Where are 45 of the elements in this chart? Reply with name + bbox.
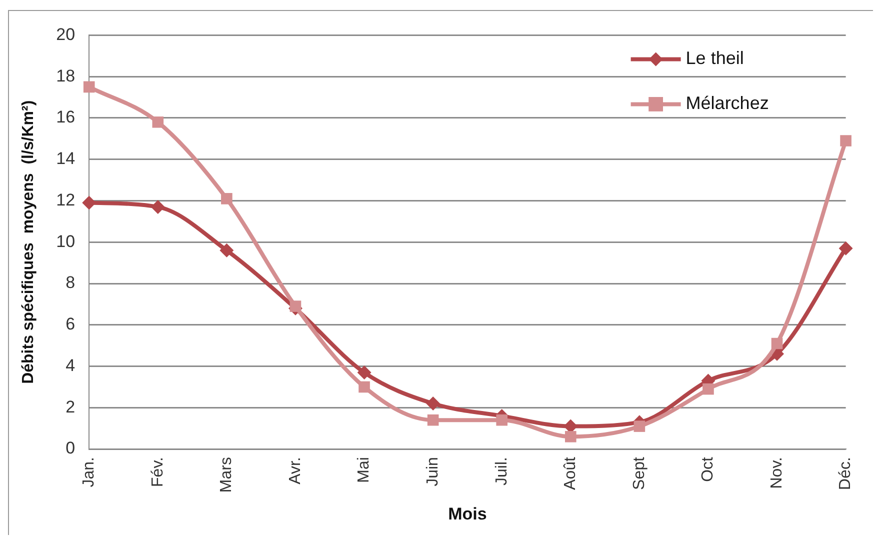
point [357,365,372,380]
y-tick-label: 14 [56,149,76,168]
point [82,196,96,210]
x-tick-label: Juin [424,457,442,486]
x-tick-label: Mars [218,457,236,493]
x-tick-label: Mai [356,457,373,483]
x-tick-label: Jan. [80,457,98,488]
y-tick-label: 16 [56,108,76,127]
legend-label: Le theil [686,48,744,68]
legend-label: Mélarchez [686,93,769,114]
point [83,81,95,93]
point [152,116,164,128]
point [840,135,852,146]
x-tick-label: Avr. [286,457,304,484]
point [150,200,165,214]
point [702,383,714,395]
y-tick-label: 10 [56,232,76,251]
point [634,420,646,432]
point [358,381,370,393]
y-tick-label: 6 [66,314,76,334]
x-axis-title: Mois [448,504,487,524]
y-tick-label: 0 [66,438,76,458]
x-tick-label: Sept [630,456,648,490]
y-tick-label: 4 [66,356,76,375]
x-tick-label: Déc. [837,457,854,490]
y-tick-label: 2 [66,397,76,416]
y-tick-label: 8 [66,273,76,292]
point [427,414,439,426]
point [771,338,783,350]
y-tick-label: 18 [56,66,76,86]
point [426,396,440,411]
point [564,430,576,442]
point [838,241,853,256]
x-tick-label: Fév. [149,457,166,487]
x-tick-label: Nov. [768,457,786,489]
y-axis-title: Débits spécifiques moyens (l/s/Km²) [20,100,38,384]
point [290,300,302,312]
x-tick-label: Août [562,456,580,490]
point [220,243,234,258]
y-tick-label: 20 [56,24,76,44]
point [221,193,232,204]
x-tick-label: Oct [700,456,717,482]
x-tick-label: Juil. [493,457,510,486]
y-tick-label: 12 [56,190,76,210]
point [496,414,508,426]
